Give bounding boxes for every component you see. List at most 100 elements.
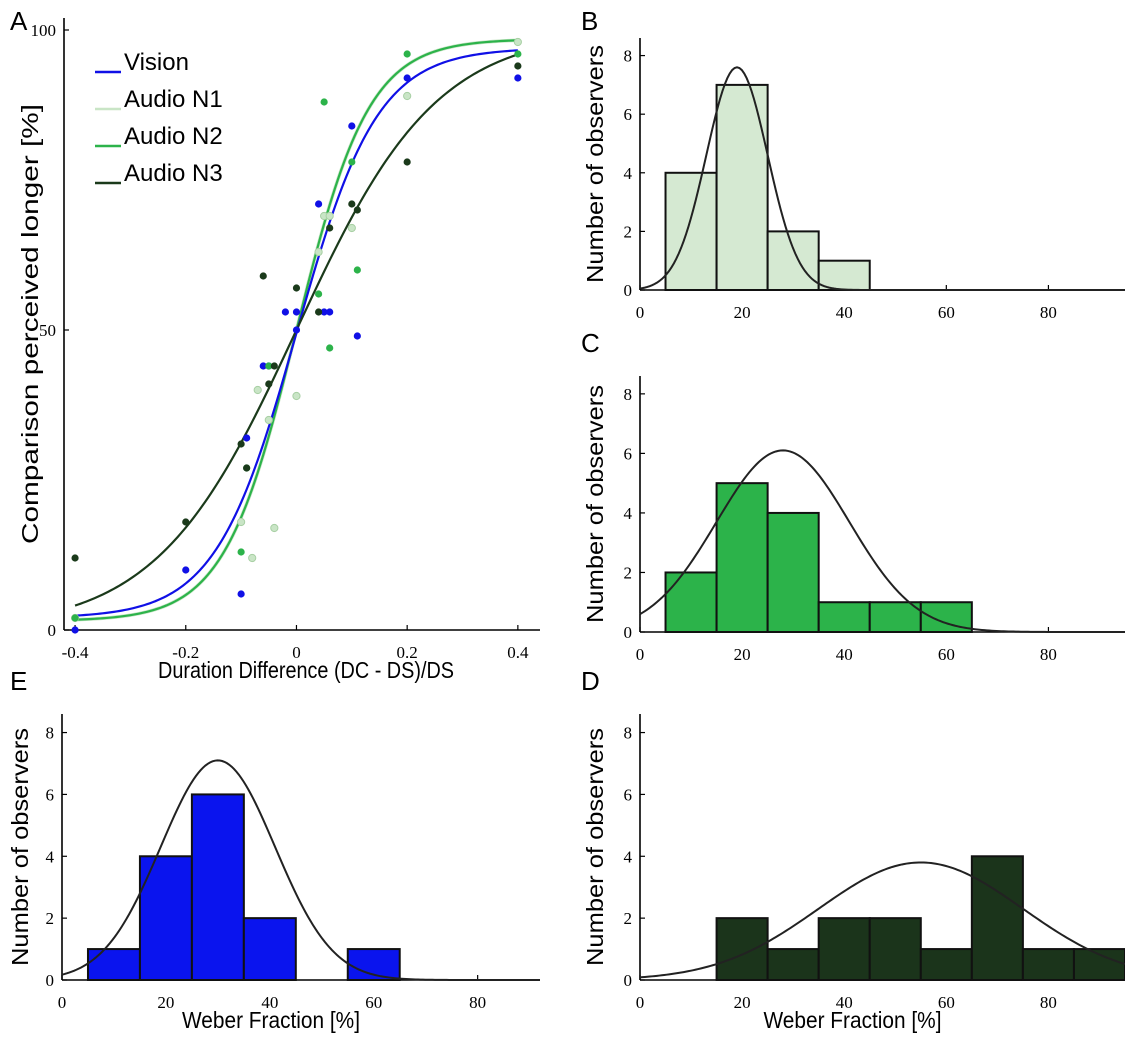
data-point-audio-n2 [514, 50, 522, 58]
panel-b-y-tick-label: 2 [624, 222, 633, 241]
panel-d-histogram-bar [766, 948, 820, 981]
data-point-vision [514, 74, 522, 82]
panel-a-y-tick-label: 0 [48, 621, 57, 640]
panel-c-y-tick-label: 2 [624, 563, 633, 582]
panel-d-histogram-bar [715, 917, 769, 981]
panel-d-histogram-bar [868, 917, 922, 981]
panel-d-histogram-bar [1021, 948, 1075, 981]
data-point-audio-n1 [403, 91, 412, 101]
panel-e-x-tick-label: 0 [58, 993, 67, 1012]
data-point-audio-n2 [237, 548, 245, 556]
panel-e-panel-letter: E [10, 666, 27, 696]
panel-c-histogram-bar [868, 601, 922, 633]
legend-label: Audio N2 [124, 123, 223, 150]
data-point-vision [71, 626, 79, 634]
data-point-audio-n1 [248, 553, 257, 563]
panel-c-x-tick-label: 20 [734, 645, 751, 664]
panel-b-panel-letter: B [581, 6, 598, 36]
data-point-audio-n2 [265, 362, 273, 370]
panel-d-y-axis-title: Number of observers [582, 728, 608, 966]
panel-b-y-tick-label: 8 [624, 47, 633, 66]
data-point-audio-n2 [326, 344, 334, 352]
panel-e-y-tick-label: 2 [46, 909, 55, 928]
data-point-audio-n1 [292, 391, 301, 401]
data-point-audio-n3 [326, 224, 334, 232]
data-point-audio-n3 [265, 380, 273, 388]
data-point-audio-n1 [270, 523, 279, 533]
panel-e-normal-fit-curve [61, 759, 540, 981]
data-point-vision [353, 332, 361, 340]
panel-b-y-tick-label: 4 [624, 164, 633, 183]
panel-c-histogram-bar [817, 601, 871, 633]
data-point-audio-n1 [325, 211, 334, 221]
panel-a-x-tick-label: -0.4 [62, 643, 89, 662]
panel-d-y-tick-label: 6 [624, 785, 633, 804]
data-point-audio-n3 [292, 284, 301, 292]
panel-c-x-tick-label: 80 [1040, 645, 1057, 664]
legend-label: Vision [124, 49, 189, 76]
data-point-audio-n3 [353, 206, 361, 214]
panel-c-y-tick-label: 0 [624, 623, 633, 642]
data-point-audio-n2 [315, 290, 323, 298]
data-point-audio-n2 [71, 614, 79, 622]
panel-c-histogram-bar [766, 511, 820, 634]
panel-e-y-tick-label: 4 [46, 847, 55, 866]
panel-a-y-axis-title: Comparison perceived longer [%] [17, 104, 43, 544]
panel-d-y-tick-label: 2 [624, 909, 633, 928]
legend-label: Audio N3 [124, 160, 223, 187]
panel-d-x-tick-label: 40 [836, 993, 853, 1012]
panel-c-y-axis-title: Number of observers [582, 385, 608, 623]
data-point-audio-n1 [237, 517, 246, 527]
data-point-audio-n1 [314, 247, 323, 257]
data-point-audio-n3 [270, 362, 278, 370]
panel-c-histogram-bar [715, 482, 769, 633]
panel-e-histogram-bar [190, 793, 245, 981]
data-point-audio-n3 [237, 440, 245, 448]
panel-e-y-tick-label: 0 [46, 971, 55, 990]
panel-a: 0 50 100 -0.4 -0.2 0 0.2 0.4 Duration Difference… [10, 6, 540, 683]
data-point-vision [259, 362, 267, 370]
panel-d-y-tick-label: 4 [624, 847, 633, 866]
data-point-audio-n2 [353, 266, 361, 274]
panel-e-x-tick-label: 60 [365, 993, 382, 1012]
panel-b-y-tick-label: 6 [624, 105, 633, 124]
data-point-vision [403, 74, 411, 82]
data-point-vision [182, 566, 190, 574]
panel-b-x-tick-label: 40 [836, 303, 853, 322]
data-point-vision [237, 590, 245, 598]
data-point-vision [243, 434, 251, 442]
panel-a-legend: Vision Audio N1 Audio N2 Audio N3 [95, 49, 223, 187]
panel-a-y-tick-label: 100 [31, 21, 57, 40]
panel-e-y-tick-label: 8 [46, 724, 55, 743]
panel-b-histogram-bar [715, 83, 769, 291]
panel-e-y-tick-label: 6 [46, 785, 55, 804]
panel-c-y-tick-label: 8 [624, 385, 633, 404]
panel-d-panel-letter: D [581, 666, 600, 696]
panel-e-histogram-bar [242, 917, 297, 981]
panel-c-x-tick-label: 60 [938, 645, 955, 664]
panel-c-x-tick-label: 40 [836, 645, 853, 664]
data-point-vision [292, 326, 301, 334]
data-point-audio-n3 [71, 554, 79, 562]
panel-b-histogram-bar [664, 171, 718, 291]
data-point-audio-n2 [348, 158, 356, 166]
data-point-vision [320, 308, 328, 316]
panel-a-x-tick-label: 0.2 [397, 643, 418, 662]
panel-b-x-tick-label: 80 [1040, 303, 1057, 322]
panel-d-normal-fit-curve [639, 861, 1125, 979]
data-point-audio-n1 [347, 223, 356, 233]
panel-c-y-tick-label: 6 [624, 444, 633, 463]
panel-c-x-tick-label: 0 [636, 645, 645, 664]
panel-d-x-axis-title: Weber Fraction [%] [764, 1007, 942, 1033]
panel-a-y-tick-label: 50 [39, 321, 56, 340]
panel-d-y-tick-label: 0 [624, 971, 633, 990]
panel-d-x-tick-label: 80 [1040, 993, 1057, 1012]
panel-d-x-tick-label: 0 [636, 993, 645, 1012]
panel-c-panel-letter: C [581, 328, 600, 358]
panel-e-x-axis-title: Weber Fraction [%] [182, 1007, 360, 1033]
panel-b-y-tick-label: 0 [624, 281, 633, 300]
panel-a-panel-letter: A [10, 6, 28, 36]
